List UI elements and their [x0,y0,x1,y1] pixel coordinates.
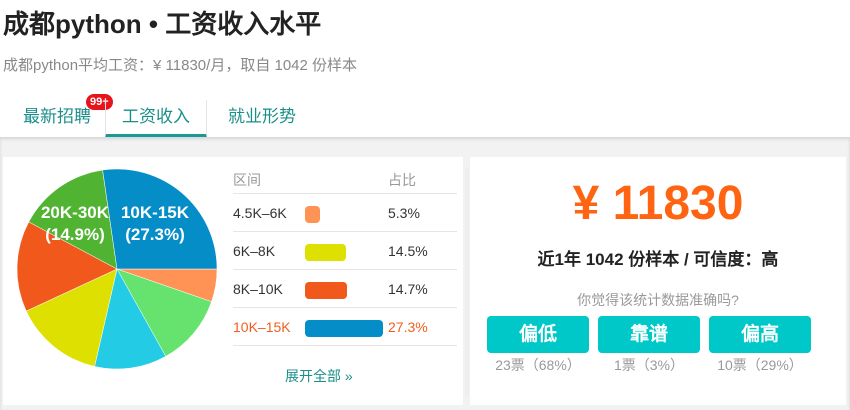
pie-label-20k-30k: 20K-30K (14.9%) [35,202,115,246]
pie-slice[interactable] [116,268,212,357]
tab-salary[interactable]: 工资收入 [105,100,207,138]
pie-label-name: 10K-15K [120,203,190,222]
row-range: 6K–8K [233,243,276,259]
vote-high-button[interactable]: 偏高 [709,316,811,353]
pie-slice[interactable] [94,268,167,370]
vote-accurate-count: 1票（3%） [613,357,685,373]
share-bar [305,320,383,337]
count-badge: 99+ [86,94,113,110]
share-bar [305,206,321,223]
page-subtitle: 成都python平均工资：¥ 11830/月，取自 1042 份样本 [3,57,358,74]
pie-label-pct: (14.9%) [45,225,105,244]
pie-label-pct: (27.3%) [125,225,185,244]
pie-slice[interactable] [102,168,218,270]
vote-high-count: 10票（29%） [717,357,803,373]
table-header: 区间 占比 [233,166,457,194]
vote-low-button[interactable]: 偏低 [487,316,589,353]
tab-label: 最新招聘 [23,107,91,126]
tab-label: 工资收入 [122,107,190,126]
pie-slice[interactable] [16,221,118,312]
tab-label: 就业形势 [228,107,296,126]
accuracy-question: 你觉得该统计数据准确吗? [577,292,739,308]
salary-table: 区间 占比 4.5K–6K 5.3% 6K–8K 14.5% 8K–10K 14.7… [233,166,457,346]
table-row: 4.5K–6K 5.3% [233,194,457,232]
salary-pie-chart [16,168,218,370]
table-row: 6K–8K 14.5% [233,232,457,270]
table-row: 8K–10K 14.7% [233,270,457,308]
tab-latest-jobs[interactable]: 最新招聘 [17,100,97,138]
page-title: 成都python • 工资收入水平 [3,9,322,39]
row-share: 27.3% [388,319,428,335]
row-range: 4.5K–6K [233,205,287,221]
pie-label-10k-15k: 10K-15K (27.3%) [113,202,197,246]
row-share: 14.5% [388,243,428,259]
header-range: 区间 [233,172,261,188]
average-salary: ¥ 11830 [572,177,744,230]
row-range: 8K–10K [233,281,283,297]
expand-all-link[interactable]: 展开全部 » [285,368,353,384]
pie-slice[interactable] [25,268,118,367]
share-bar [305,244,347,261]
share-bar [305,282,347,299]
panel-divider [465,168,469,396]
row-range: 10K–15K [233,319,291,335]
row-share: 14.7% [388,281,428,297]
header-share: 占比 [388,172,416,188]
pie-slice[interactable] [28,169,118,270]
vote-low-count: 23票（68%） [495,357,581,373]
table-row: 10K–15K 27.3% [233,308,457,346]
tab-employment[interactable]: 就业形势 [222,100,302,138]
summary-panel [470,157,846,405]
pie-label-name: 20K-30K [40,203,110,222]
vote-accurate-button[interactable]: 靠谱 [598,316,700,353]
sample-confidence: 近1年 1042 份样本 / 可信度：高 [537,250,779,269]
row-share: 5.3% [388,205,420,221]
